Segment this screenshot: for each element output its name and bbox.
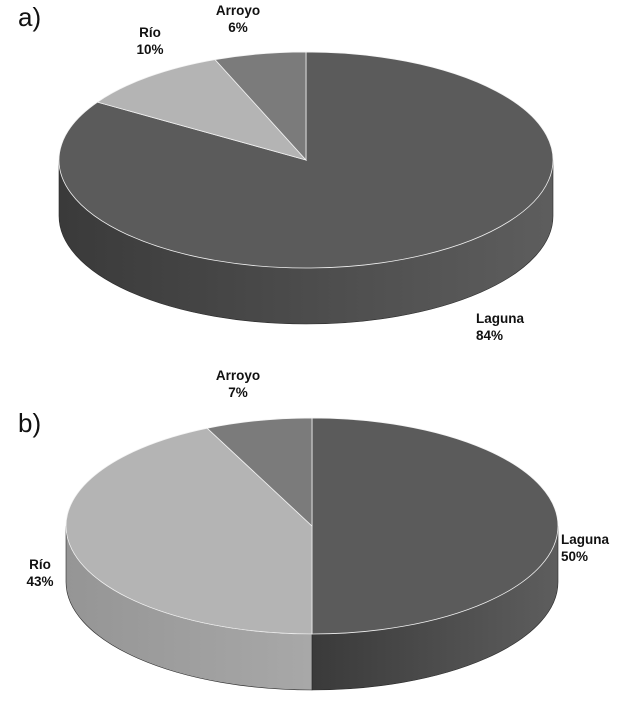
pie-chart-a: a) Laguna 84% Río 10% Arroyo 6% bbox=[18, 2, 554, 343]
pie-a-label-río: Río 10% bbox=[136, 25, 163, 57]
pie-a-label-laguna: Laguna 84% bbox=[476, 311, 524, 343]
pie-b-slice-arroyo bbox=[206, 417, 313, 527]
pie-b-slice-río bbox=[65, 427, 313, 635]
pie-b-label-arroyo: Arroyo 7% bbox=[216, 368, 260, 400]
pie-a-slice-arroyo bbox=[214, 51, 307, 162]
pie-chart-b: b) Laguna 50% Río 43% Arroyo 7% bbox=[18, 368, 609, 691]
pie-b-label-río: Río 43% bbox=[26, 557, 53, 589]
pie-b-label-laguna: Laguna 50% bbox=[561, 532, 609, 564]
panel-letter-b: b) bbox=[18, 408, 41, 438]
pie-a-slice-río bbox=[96, 59, 308, 161]
pie-b-slice-laguna bbox=[311, 417, 559, 635]
pie-a-label-arroyo: Arroyo 6% bbox=[216, 3, 260, 35]
panel-letter-a: a) bbox=[18, 2, 41, 32]
